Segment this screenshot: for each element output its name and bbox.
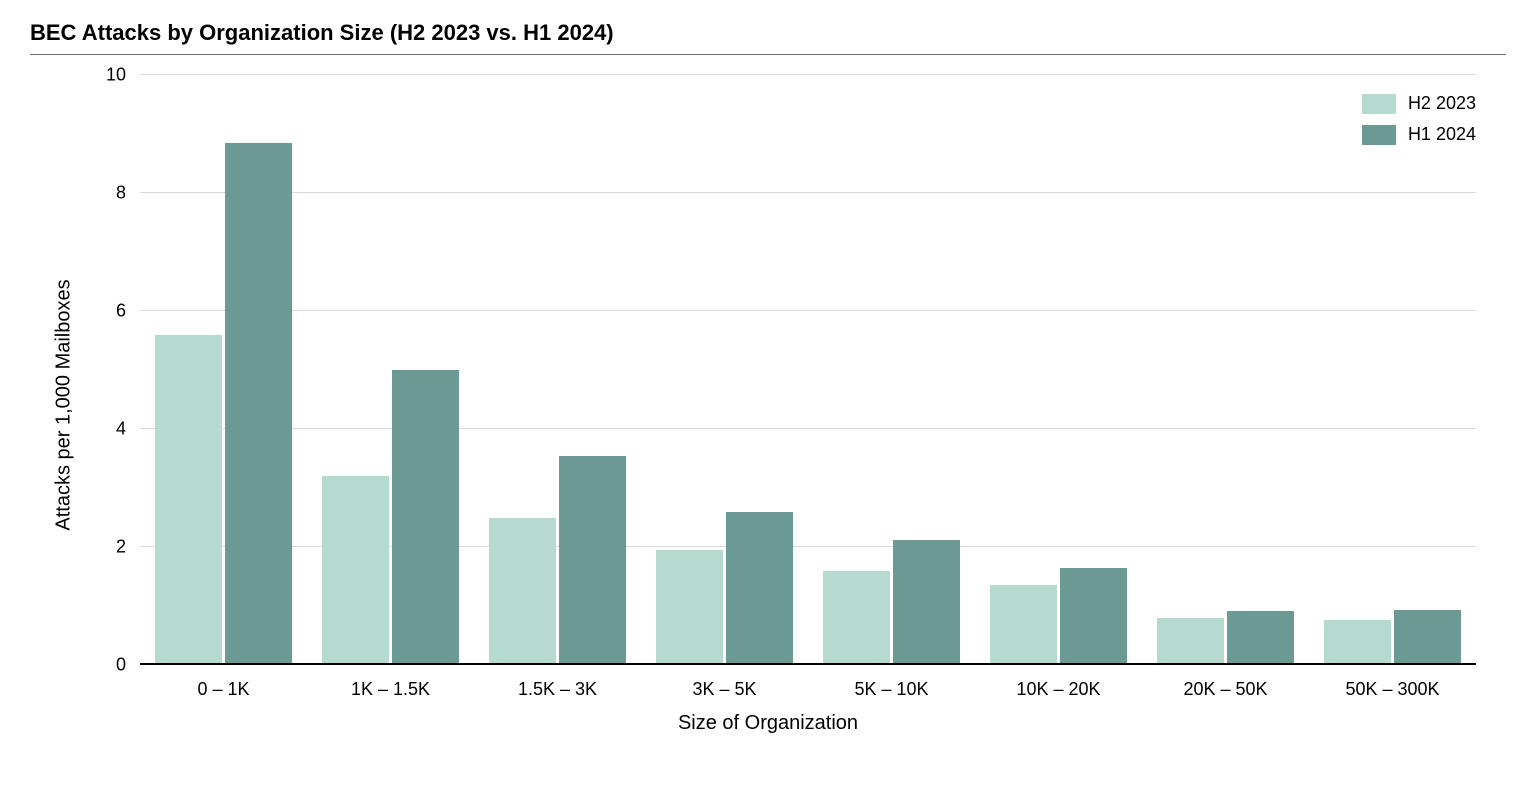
y-tick-label: 8 — [116, 183, 140, 204]
bar — [823, 571, 890, 665]
bar-group: 20K – 50K — [1142, 75, 1309, 665]
bar — [489, 518, 556, 666]
bar-group: 1.5K – 3K — [474, 75, 641, 665]
x-tick-label: 0 – 1K — [197, 665, 249, 700]
x-baseline — [140, 663, 1476, 665]
x-tick-label: 10K – 20K — [1016, 665, 1100, 700]
legend-swatch — [1362, 125, 1396, 145]
bar — [990, 585, 1057, 665]
y-axis-label: Attacks per 1,000 Mailboxes — [53, 279, 76, 530]
x-tick-label: 3K – 5K — [692, 665, 756, 700]
bar — [1060, 568, 1127, 665]
bar-group: 50K – 300K — [1309, 75, 1476, 665]
x-tick-label: 1.5K – 3K — [518, 665, 597, 700]
y-tick-label: 6 — [116, 301, 140, 322]
bar — [155, 335, 222, 665]
legend-label: H1 2024 — [1408, 124, 1476, 145]
x-tick-label: 5K – 10K — [854, 665, 928, 700]
chart-title: BEC Attacks by Organization Size (H2 202… — [30, 20, 1506, 46]
bar — [1394, 610, 1461, 665]
x-tick-label: 1K – 1.5K — [351, 665, 430, 700]
bar — [726, 512, 793, 665]
y-tick-label: 2 — [116, 537, 140, 558]
y-tick-label: 10 — [106, 65, 140, 86]
bar — [1324, 620, 1391, 665]
legend-swatch — [1362, 94, 1396, 114]
bar — [225, 143, 292, 665]
bar — [322, 476, 389, 665]
bar-group: 3K – 5K — [641, 75, 808, 665]
legend-item: H2 2023 — [1362, 93, 1476, 114]
x-tick-label: 50K – 300K — [1345, 665, 1439, 700]
bar-group: 10K – 20K — [975, 75, 1142, 665]
bar — [1157, 618, 1224, 665]
bar — [1227, 611, 1294, 665]
bar-group: 5K – 10K — [808, 75, 975, 665]
chart-area: Attacks per 1,000 Mailboxes Size of Orga… — [30, 65, 1506, 745]
bar-group: 0 – 1K — [140, 75, 307, 665]
y-tick-label: 0 — [116, 655, 140, 676]
legend-item: H1 2024 — [1362, 124, 1476, 145]
bar-group: 1K – 1.5K — [307, 75, 474, 665]
bar — [559, 456, 626, 665]
legend-label: H2 2023 — [1408, 93, 1476, 114]
legend: H2 2023 H1 2024 — [1362, 93, 1476, 145]
bars-layer: 0 – 1K1K – 1.5K1.5K – 3K3K – 5K5K – 10K1… — [140, 75, 1476, 665]
bar — [392, 370, 459, 665]
title-divider — [30, 54, 1506, 55]
bar — [656, 550, 723, 665]
chart-container: BEC Attacks by Organization Size (H2 202… — [0, 0, 1536, 785]
y-tick-label: 4 — [116, 419, 140, 440]
plot-region: 0246810 0 – 1K1K – 1.5K1.5K – 3K3K – 5K5… — [140, 75, 1476, 665]
bar — [893, 540, 960, 665]
x-axis-label: Size of Organization — [678, 712, 858, 735]
x-tick-label: 20K – 50K — [1183, 665, 1267, 700]
